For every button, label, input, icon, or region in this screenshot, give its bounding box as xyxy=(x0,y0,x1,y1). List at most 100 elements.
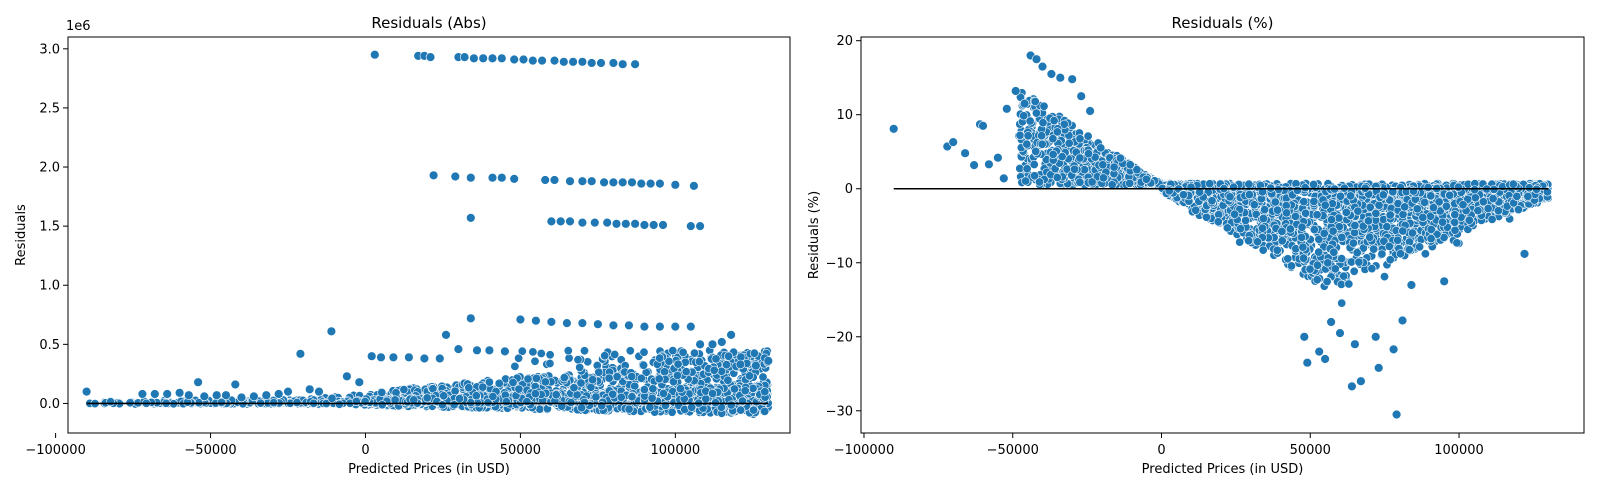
data-point xyxy=(599,177,609,188)
data-point xyxy=(1022,164,1032,174)
data-point xyxy=(751,360,761,371)
data-point xyxy=(261,390,271,400)
data-point xyxy=(471,391,481,401)
data-point xyxy=(655,178,665,189)
data-point xyxy=(658,388,668,398)
data-point xyxy=(617,177,628,188)
data-point xyxy=(508,377,518,387)
data-point xyxy=(351,396,361,406)
data-point xyxy=(425,52,436,62)
data-point xyxy=(672,370,682,380)
y-tick-label: 1.5 xyxy=(39,220,60,235)
data-point xyxy=(627,177,637,188)
data-point xyxy=(1299,197,1309,207)
data-point xyxy=(174,388,185,398)
data-point xyxy=(559,373,569,383)
data-point xyxy=(724,351,734,361)
data-point xyxy=(487,173,498,183)
data-point xyxy=(627,392,637,402)
data-point xyxy=(667,407,677,417)
data-point xyxy=(517,346,527,356)
data-point xyxy=(464,383,474,393)
data-point xyxy=(608,177,619,188)
data-point xyxy=(269,398,279,408)
data-point xyxy=(735,359,746,370)
data-point xyxy=(549,55,560,66)
data-point xyxy=(639,220,650,230)
data-point xyxy=(624,320,634,331)
data-point xyxy=(681,367,691,377)
plot-area xyxy=(81,49,773,419)
data-point xyxy=(645,178,656,189)
data-point xyxy=(708,388,718,398)
data-point xyxy=(478,53,488,63)
data-point xyxy=(545,358,555,368)
data-point xyxy=(670,321,680,332)
data-point xyxy=(573,355,583,365)
data-point xyxy=(645,402,655,412)
data-point xyxy=(435,353,445,364)
data-point xyxy=(729,384,739,394)
data-point xyxy=(678,347,688,357)
data-point xyxy=(295,349,306,359)
data-point xyxy=(564,353,574,363)
data-point xyxy=(1452,238,1462,248)
data-point xyxy=(487,53,498,63)
data-point xyxy=(551,390,561,400)
data-point xyxy=(292,397,302,407)
data-point xyxy=(604,373,614,383)
data-point xyxy=(611,219,622,229)
data-point xyxy=(342,371,352,381)
data-point xyxy=(744,371,754,381)
data-point xyxy=(399,385,409,395)
data-point xyxy=(639,321,650,332)
data-point xyxy=(612,372,622,382)
data-point xyxy=(648,220,659,230)
data-point xyxy=(602,217,612,228)
data-point xyxy=(639,347,649,357)
chart-title: Residuals (Abs) xyxy=(371,14,486,32)
x-tick-label: −100000 xyxy=(25,443,86,458)
data-point xyxy=(454,394,464,404)
y-tick-label: 0.5 xyxy=(39,338,60,353)
data-point xyxy=(537,55,547,66)
data-point xyxy=(673,359,683,369)
y-tick-label: 3.0 xyxy=(39,42,60,57)
data-point xyxy=(274,389,284,399)
data-point xyxy=(360,396,370,406)
data-point xyxy=(726,330,736,340)
data-point xyxy=(1450,225,1460,235)
data-point xyxy=(563,346,573,356)
data-point xyxy=(439,391,449,401)
data-point xyxy=(1037,131,1047,141)
data-point xyxy=(530,356,540,366)
data-point xyxy=(610,349,620,359)
data-point xyxy=(740,386,750,396)
data-point xyxy=(484,345,495,355)
data-point xyxy=(376,352,386,362)
data-point xyxy=(763,356,773,366)
data-point xyxy=(305,384,315,394)
data-point xyxy=(314,386,324,397)
data-point xyxy=(675,384,685,394)
data-point xyxy=(478,382,488,392)
x-tick-label: 50000 xyxy=(500,443,541,458)
data-point xyxy=(630,219,640,229)
data-point xyxy=(1420,249,1430,259)
data-point xyxy=(648,384,658,394)
data-point xyxy=(501,397,511,407)
data-point xyxy=(236,392,247,403)
data-point xyxy=(514,384,524,394)
data-point xyxy=(472,345,482,355)
data-point xyxy=(1080,165,1090,175)
data-point xyxy=(668,346,678,356)
data-point xyxy=(1083,131,1093,141)
data-point xyxy=(636,178,646,189)
data-point xyxy=(459,52,470,62)
data-point xyxy=(509,54,519,65)
data-point xyxy=(566,397,576,407)
data-point xyxy=(717,337,727,347)
data-point xyxy=(150,389,160,399)
data-point xyxy=(137,389,148,399)
